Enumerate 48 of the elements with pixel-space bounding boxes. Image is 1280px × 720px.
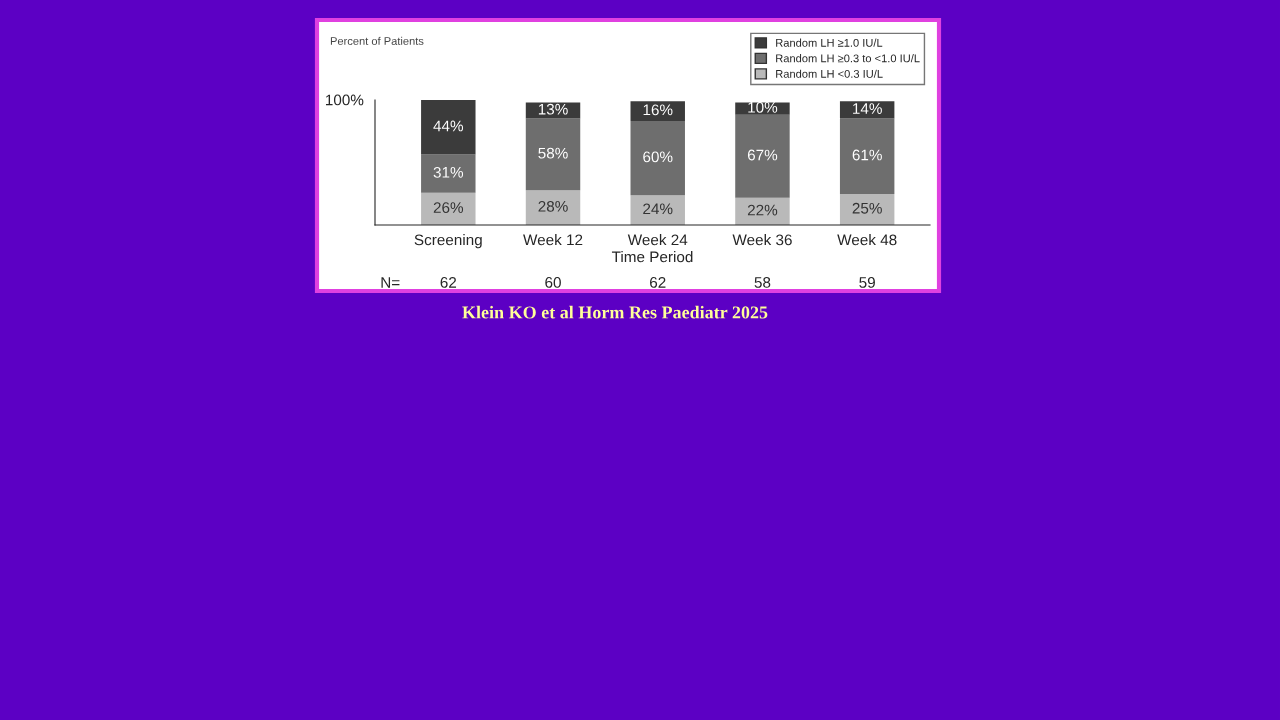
data-label: 28% (538, 200, 568, 212)
text: 58 (754, 277, 771, 288)
data-label: 26% (433, 202, 464, 214)
bar (421, 100, 476, 155)
x-tick-label: Screening (414, 234, 482, 249)
data-label: 31% (433, 166, 464, 178)
text: Klein KO et al Horm Res Paediatr 2025 (462, 305, 768, 319)
text: 62 (440, 277, 457, 288)
bar (735, 114, 790, 198)
data-label: 61% (852, 149, 882, 161)
bar (525, 190, 581, 225)
x-tick-label: Week 12 (523, 234, 583, 246)
bar (421, 154, 476, 193)
bar (630, 121, 685, 196)
bar (735, 197, 790, 225)
legend-label: Random LH ≥0.3 to <1.0 IU/L (776, 54, 920, 63)
text: 59 (859, 277, 875, 288)
x-axis-title: Time Period (611, 251, 693, 263)
bar (630, 195, 685, 225)
data-label: 60% (643, 151, 673, 163)
data-label: 67% (747, 149, 778, 161)
bar (630, 101, 685, 122)
data-label: 10% (748, 101, 778, 113)
data-label: 24% (643, 203, 673, 215)
data-label: 22% (747, 204, 778, 216)
data-label: 14% (853, 103, 882, 114)
bar (839, 101, 895, 119)
bar (839, 194, 895, 225)
data-label: 44% (433, 120, 464, 132)
text: 62 (650, 277, 666, 288)
text: N= (381, 277, 400, 288)
data-label: 16% (643, 104, 673, 116)
legend-label: Random LH <0.3 IU/L (776, 69, 883, 78)
data-label: 25% (852, 202, 882, 214)
bar (421, 192, 476, 225)
legend-label: Random LH ≥1.0 IU/L (776, 38, 883, 47)
data-label: 13% (538, 103, 568, 115)
data-label: 58% (538, 147, 568, 159)
x-tick-label: Week 36 (732, 234, 792, 246)
bar (525, 102, 581, 119)
x-tick-label: Week 48 (837, 234, 897, 246)
text: 100% (325, 94, 364, 106)
bar (525, 118, 581, 191)
x-tick-label: Week 24 (627, 234, 688, 246)
text: 60 (545, 277, 561, 288)
bar (839, 118, 895, 195)
y-axis-title: Percent of Patients (330, 36, 424, 45)
bar (735, 102, 790, 115)
